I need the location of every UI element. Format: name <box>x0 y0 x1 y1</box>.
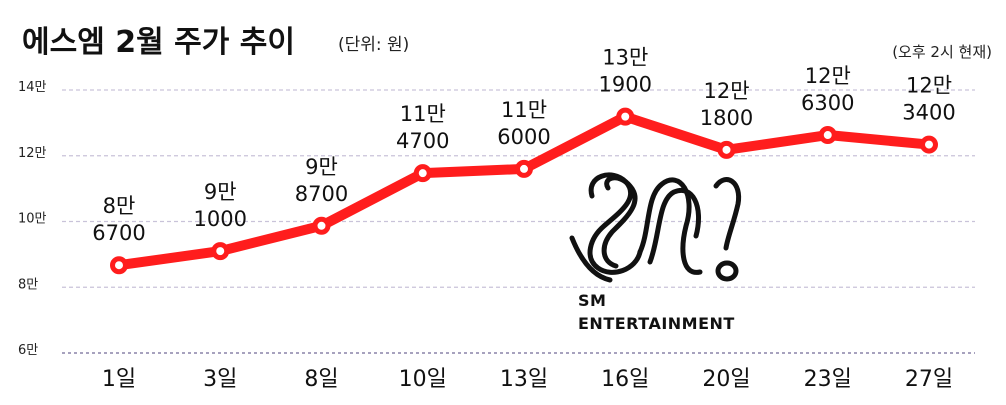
data-point <box>312 216 331 235</box>
data-label-top: 12만 <box>906 74 952 98</box>
y-tick-label: 10만 <box>18 212 47 227</box>
data-label-top: 9만 <box>305 155 338 179</box>
chart-title: 에스엠 2월 주가 추이 <box>22 25 295 60</box>
data-label-top: 8만 <box>103 194 136 218</box>
y-tick-label: 12만 <box>18 146 47 161</box>
data-label-bottom: 6000 <box>497 125 550 149</box>
x-tick-label: 10일 <box>399 367 447 392</box>
data-label-top: 11만 <box>501 98 547 122</box>
logo-text-sm: SM <box>578 291 606 310</box>
data-point <box>515 159 533 178</box>
time-note: (오후 2시 현재) <box>892 43 992 61</box>
data-point <box>211 242 230 261</box>
data-point <box>818 126 837 145</box>
data-label-bottom: 4700 <box>396 129 449 153</box>
data-label-top: 11만 <box>400 102 446 126</box>
data-label-bottom: 1000 <box>194 207 247 231</box>
x-tick-label: 20일 <box>702 367 750 392</box>
data-point <box>110 256 128 275</box>
x-tick-label: 16일 <box>601 367 649 392</box>
data-point <box>413 164 432 183</box>
x-axis-ticks: 1일 3일 8일 10일 13일 16일 20일 23일 27일 <box>102 367 953 392</box>
x-tick-label: 13일 <box>500 367 548 392</box>
series-layer <box>110 107 938 275</box>
data-label-top: 13만 <box>602 46 648 70</box>
grid-layer: 6만 8만 10만 12만 14만 <box>18 80 975 358</box>
logo-text-entertainment: ENTERTAINMENT <box>578 314 735 333</box>
data-label-bottom: 1900 <box>599 73 652 97</box>
data-point <box>616 107 635 126</box>
data-label-bottom: 1800 <box>700 106 753 130</box>
x-tick-label: 27일 <box>905 367 953 392</box>
data-label-bottom: 8700 <box>295 182 348 206</box>
y-tick-label: 6만 <box>18 343 38 358</box>
x-tick-label: 23일 <box>804 367 852 392</box>
y-tick-label: 14만 <box>18 80 47 95</box>
data-label-bottom: 3400 <box>902 101 955 125</box>
data-label-top: 12만 <box>703 79 749 103</box>
sm-entertainment-logo: SM ENTERTAINMENT <box>569 172 742 333</box>
data-label-bottom: 6700 <box>92 221 145 245</box>
data-point <box>717 140 736 159</box>
x-tick-label: 3일 <box>203 367 237 392</box>
data-label-top: 12만 <box>805 64 851 88</box>
data-label-layer: 8만 6700 9만 1000 9만 8700 11만 4700 11만 6000 13만 1900 1… <box>92 46 955 246</box>
data-label-top: 9만 <box>204 180 237 204</box>
y-tick-label: 8만 <box>18 277 38 292</box>
data-point <box>920 135 938 154</box>
data-label-bottom: 6300 <box>801 91 854 115</box>
sm-logo-mark-icon <box>569 172 742 283</box>
x-tick-label: 8일 <box>304 367 338 392</box>
x-tick-label: 1일 <box>102 367 136 392</box>
unit-note: (단위: 원) <box>338 35 409 55</box>
